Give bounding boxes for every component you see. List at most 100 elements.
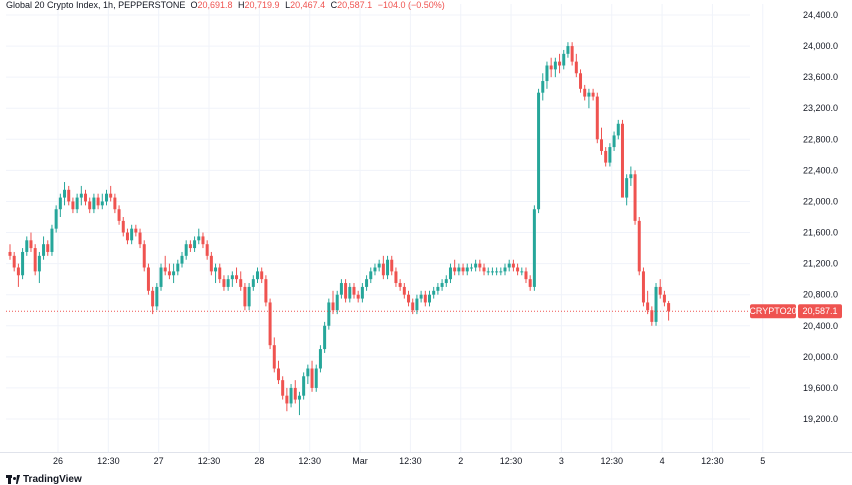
candle-body (423, 294, 427, 303)
low-value: 20,467.4 (290, 0, 326, 10)
time-axis[interactable]: 26 12:30 27 12:30 28 12:30 Mar 12:30 2 12:30 3 12:3… (0, 452, 852, 467)
candle-body (553, 61, 557, 70)
candle (432, 286, 436, 299)
candle-body (214, 267, 218, 272)
high-label: H (238, 0, 245, 10)
candle (381, 255, 385, 280)
candle (310, 360, 314, 392)
candle (327, 298, 331, 330)
candle-body (209, 255, 213, 272)
candle-body (264, 279, 268, 303)
candle-body (637, 220, 641, 272)
candle (272, 337, 276, 373)
candle-body (335, 294, 339, 311)
tradingview-text: TradingView (23, 474, 82, 485)
candle (302, 372, 306, 400)
candles (8, 42, 671, 416)
candle-body (230, 275, 234, 280)
candle-body (314, 368, 318, 388)
candle (511, 259, 515, 272)
candle-body (243, 286, 247, 307)
candle (495, 267, 499, 276)
candle-body (205, 244, 209, 256)
candle (63, 182, 67, 206)
candle-body (495, 271, 499, 273)
candle-body (33, 248, 37, 272)
candle (104, 189, 108, 206)
high-value: 20,719.9 (244, 0, 280, 10)
candle (151, 286, 155, 315)
candle-body (239, 279, 243, 287)
candle (516, 263, 520, 276)
candle (386, 255, 390, 280)
candle (348, 283, 352, 303)
candle (12, 251, 16, 272)
candle-body (222, 279, 226, 287)
candle-body (25, 240, 29, 252)
candle (247, 283, 251, 311)
candle-body (352, 286, 356, 295)
candle (612, 131, 616, 151)
x-tick-label: 28 (254, 456, 264, 466)
candle (335, 290, 339, 315)
candle (88, 197, 92, 214)
candle-body (188, 244, 192, 249)
candle (42, 236, 46, 260)
candle (218, 263, 222, 284)
tradingview-logo[interactable]: TradingView (6, 474, 82, 485)
candle (285, 387, 289, 412)
last-price-tag (798, 304, 842, 319)
y-tick-label: 20,400.0 (803, 321, 838, 331)
candle-body (310, 368, 314, 388)
candle-body (247, 286, 251, 307)
candle (113, 193, 117, 214)
candle-body (436, 286, 440, 291)
x-tick-label: 27 (154, 456, 164, 466)
candle-body (58, 197, 62, 210)
candle-body (390, 259, 394, 272)
candle (289, 384, 293, 408)
candle-body (658, 286, 662, 295)
candle (163, 255, 167, 276)
candle-body (394, 271, 398, 284)
candle-body (96, 197, 100, 206)
x-tick-label: 3 (559, 456, 564, 466)
candle-body (201, 236, 205, 245)
candle-body (71, 201, 75, 210)
candle (180, 251, 184, 268)
x-tick-label: 26 (53, 456, 63, 466)
candle-body (281, 380, 285, 396)
candle (633, 170, 637, 225)
candle-body (407, 294, 411, 303)
open-label: O (190, 0, 198, 10)
candle-body (516, 267, 520, 272)
candle-body (453, 267, 457, 272)
candle (662, 290, 666, 307)
candle (264, 275, 268, 307)
candle (411, 298, 415, 315)
candle (339, 279, 343, 299)
candle (193, 236, 197, 252)
candle-body (482, 267, 486, 272)
candle (318, 345, 322, 373)
candle-body (377, 263, 381, 268)
price-axis[interactable]: 24,400.0 24,000.0 23,600.0 23,200.0 22,800.0… (803, 10, 838, 424)
candle-body (46, 244, 50, 252)
candle (260, 267, 264, 284)
candle-body (574, 61, 578, 74)
candle (499, 267, 503, 276)
candle-body (251, 279, 255, 287)
candle (562, 49, 566, 70)
candle (117, 205, 121, 225)
candle-body (507, 263, 511, 268)
candle (205, 240, 209, 260)
candle (574, 53, 578, 78)
candle (524, 267, 528, 284)
candle (209, 251, 213, 276)
candle-body (612, 135, 616, 148)
candle (629, 166, 633, 186)
candle-body (331, 302, 335, 311)
candle (625, 174, 629, 206)
candle (50, 224, 54, 256)
